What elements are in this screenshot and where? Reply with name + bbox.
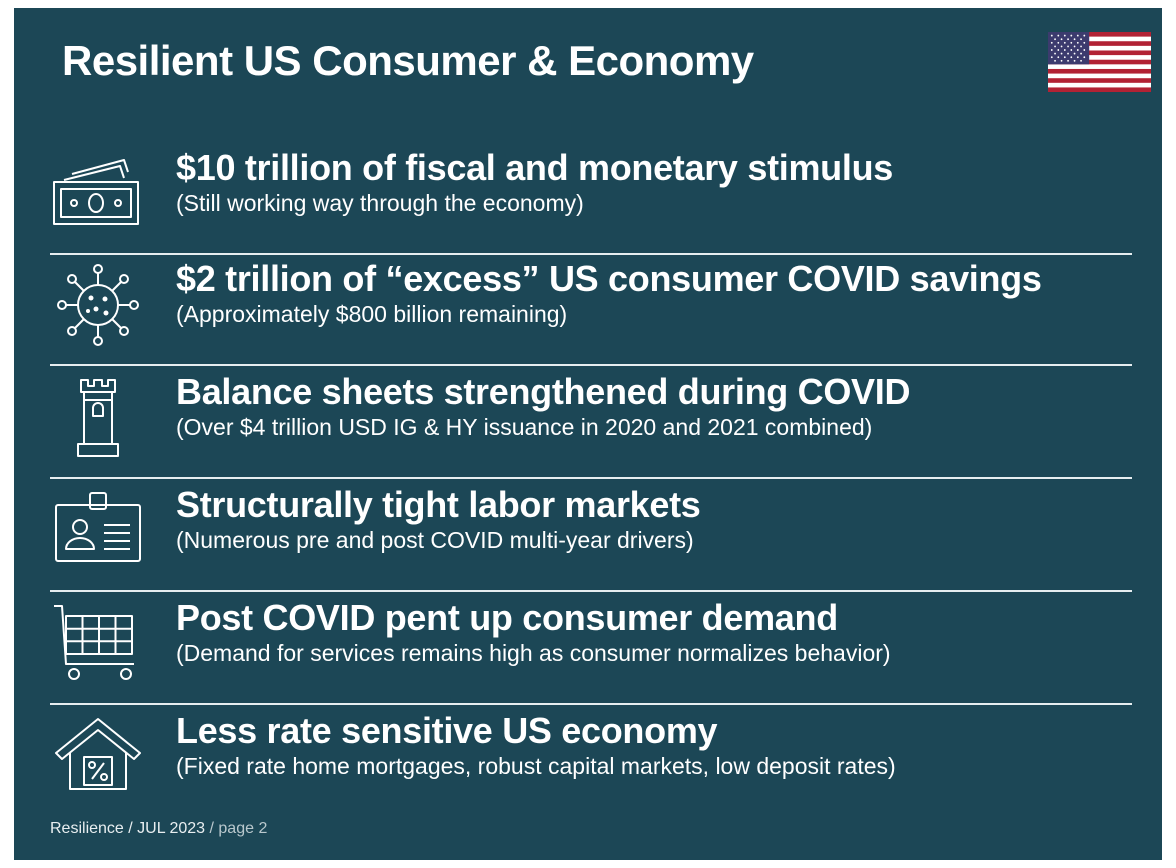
footer-separator: / bbox=[209, 820, 219, 837]
list-item-labor-markets: Structurally tight labor markets (Numero… bbox=[50, 479, 1132, 592]
item-subtext: (Approximately $800 billion remaining) bbox=[176, 301, 568, 327]
item-headline: Post COVID pent up consumer demand bbox=[176, 597, 838, 638]
divider bbox=[50, 364, 1132, 366]
divider bbox=[50, 590, 1132, 592]
footer: Resilience / JUL 2023 / page 2 bbox=[50, 820, 267, 838]
house-percent-icon bbox=[50, 713, 146, 801]
item-subtext: (Over $4 trillion USD IG & HY issuance i… bbox=[176, 414, 873, 440]
item-headline: $2 trillion of “excess” US consumer COVI… bbox=[176, 258, 1042, 299]
money-bills-icon bbox=[50, 150, 146, 238]
divider bbox=[50, 477, 1132, 479]
item-headline: Less rate sensitive US economy bbox=[176, 710, 718, 751]
list-item-covid-savings: $2 trillion of “excess” US consumer COVI… bbox=[50, 253, 1132, 366]
item-subtext: (Numerous pre and post COVID multi-year … bbox=[176, 527, 694, 553]
divider bbox=[50, 253, 1132, 255]
item-subtext: (Still working way through the economy) bbox=[176, 190, 584, 216]
virus-icon bbox=[50, 261, 146, 349]
id-badge-icon bbox=[50, 487, 146, 575]
shopping-cart-icon bbox=[50, 600, 146, 688]
divider bbox=[50, 703, 1132, 705]
list-item-rate-sensitivity: Less rate sensitive US economy (Fixed ra… bbox=[50, 705, 1132, 818]
footer-page-number: page 2 bbox=[218, 820, 268, 837]
item-subtext: (Demand for services remains high as con… bbox=[176, 640, 891, 666]
item-headline: Structurally tight labor markets bbox=[176, 484, 701, 525]
castle-tower-icon bbox=[50, 374, 146, 462]
us-flag-icon bbox=[1048, 32, 1151, 92]
item-headline: $10 trillion of fiscal and monetary stim… bbox=[176, 147, 893, 188]
footer-brand: Resilience bbox=[50, 820, 124, 837]
item-subtext: (Fixed rate home mortgages, robust capit… bbox=[176, 753, 896, 779]
slide: Resilient US Consumer & Economy bbox=[14, 8, 1162, 860]
footer-date: JUL 2023 bbox=[137, 820, 206, 837]
footer-separator: / bbox=[128, 820, 138, 837]
slide-title: Resilient US Consumer & Economy bbox=[62, 37, 754, 84]
item-headline: Balance sheets strengthened during COVID bbox=[176, 371, 911, 412]
list-item-balance-sheets: Balance sheets strengthened during COVID… bbox=[50, 366, 1132, 479]
list-item-consumer-demand: Post COVID pent up consumer demand (Dema… bbox=[50, 592, 1132, 705]
list-item-fiscal-stimulus: $10 trillion of fiscal and monetary stim… bbox=[50, 142, 1132, 255]
